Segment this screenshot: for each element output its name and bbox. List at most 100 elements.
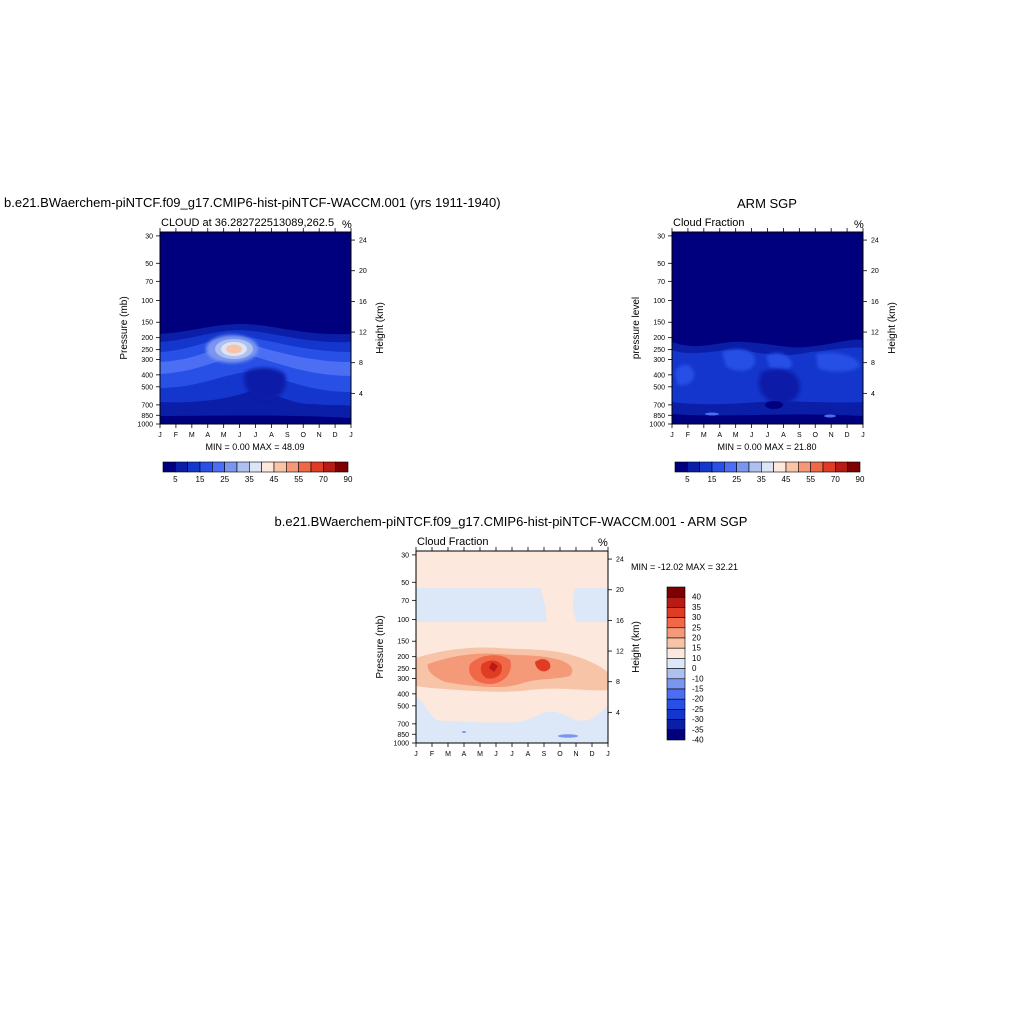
panel-model-ytick-right-label: 16 [359,299,367,306]
panel-model-colorbar-box [199,461,213,473]
panel-diff-colorbar-box [666,596,686,608]
panel-model-colorbar: 5 15 25 35 45 55 70 90 [162,461,353,484]
panel-diff-ylabel: Pressure (mb) [375,615,386,678]
panel-model-xtick-label: J [158,432,162,439]
panel-obs-ytick-right-label: 24 [871,238,879,245]
panel-model-xtick-label: N [317,432,322,439]
panel-model-colorbar-label: 5 [173,475,178,484]
panel-obs-colorbar-box [785,461,799,473]
panel-model-units-label: % [342,219,352,231]
panel-diff-ytick-right-label: 8 [616,679,620,686]
panel-model-xtick-label: J [349,432,353,439]
panel-obs-colorbar-box [748,461,762,473]
panel-diff-xtick-label: S [542,751,547,758]
panel-obs-ytick-label: 400 [653,372,665,379]
panel-diff-xtick-label: M [445,751,451,758]
panel-model-ytick-right-label: 20 [359,268,367,275]
panel-model-ytick-right-label: 8 [359,360,363,367]
panel-diff-xtick-label: J [606,751,610,758]
panel-obs-colorbar-label: 5 [685,475,690,484]
panel-obs-ytick-label: 30 [657,233,665,240]
panel-obs-colorbar-label: 25 [732,475,741,484]
panel-model-xtick-label: J [238,432,242,439]
panel-model-colorbar-label: 35 [245,475,254,484]
panel-obs-xtick-label: A [781,432,786,439]
panel-model-xtick-label: J [254,432,258,439]
panel-model-colorbar-box [187,461,201,473]
panel-obs-colorbar-box [847,461,861,473]
panel-obs-ytick-label: 250 [653,347,665,354]
panel-obs-ytick-right-label: 8 [871,360,875,367]
panel-obs-ytick-label: 850 [653,413,665,420]
panel-diff-xtick-label: A [462,751,467,758]
panel-model-xtick-label: F [174,432,178,439]
panel-model-xtick-label: D [333,432,338,439]
panel-obs-ytick-label: 300 [653,357,665,364]
panel-obs-colorbar: 5 15 25 35 45 55 70 90 [674,461,865,484]
panel-model-ylabel-right: Height (km) [375,302,386,354]
panel-model-colorbar-box [310,461,324,473]
panel-diff-units-label: % [598,537,608,549]
panel-obs-ytick-right-label: 12 [871,330,879,337]
panel-diff-xtick-label: J [414,751,418,758]
panel-obs-colorbar-label: 15 [708,475,717,484]
panel-obs-colorbar-label: 35 [757,475,766,484]
panel-model-xtick-label: A [269,432,274,439]
panel-obs-ytick-right-label: 4 [871,391,875,398]
panel-obs-title: ARM SGP [737,196,797,211]
panel-model-title: b.e21.BWaerchem-piNTCF.f09_g17.CMIP6-his… [4,195,501,210]
panel-diff-ytick-label: 150 [397,639,409,646]
panel-obs-xtick-label: M [733,432,739,439]
panel-diff-colorbar-label: -10 [692,674,704,683]
panel-model-ytick-label: 250 [141,347,153,354]
panel-diff-colorbar-label: -35 [692,725,704,734]
panel-model-ylabel: Pressure (mb) [119,296,130,359]
panel-obs-colorbar-box [761,461,774,473]
panel-diff-ytick-label: 700 [397,721,409,728]
panel-obs-axes: J F M A M J J A S O N D J 30 50 70 100 150 200 250 300 400 500… [649,228,879,439]
panel-model-colorbar-label: 90 [344,475,353,484]
panel-obs-ytick-label: 100 [653,298,665,305]
panel-model-ytick-label: 850 [141,413,153,420]
panel-obs-xtick-label: J [750,432,754,439]
panel-model-ytick-label: 30 [145,233,153,240]
panel-obs-xtick-label: J [766,432,770,439]
panel-obs-colorbar-box [699,461,713,473]
panel-model-field [160,232,351,424]
panel-model-ytick-label: 200 [141,335,153,342]
panel-diff-colorbar-box [666,647,686,659]
panel-diff-xtick-label: F [430,751,434,758]
panel-obs-colorbar-box [687,461,700,473]
panel-diff-ytick-right-label: 24 [616,557,624,564]
panel-obs-colorbar-box [724,461,737,473]
panel-model-xtick-label: O [301,432,307,439]
panel-diff-colorbar-label: 10 [692,654,701,663]
panel-diff-ytick-label: 30 [401,552,409,559]
panel-model-colorbar-label: 25 [220,475,229,484]
panel-obs-colorbar-box [674,461,688,473]
panel-diff-ylabel-right: Height (km) [631,621,642,673]
panel-diff-left-label: Cloud Fraction [417,536,489,548]
panel-diff-colorbar-box [666,627,686,639]
panel-diff-ytick-label: 50 [401,580,409,587]
panel-diff-colorbar-label: 15 [692,644,701,653]
panel-diff-colorbar-label: 20 [692,634,701,643]
panel-model-xtick-label: S [285,432,290,439]
panel-diff-colorbar-label: -20 [692,695,704,704]
panel-diff-colorbar-label: -25 [692,705,704,714]
panel-diff-ytick-label: 300 [397,676,409,683]
panel-diff-xtick-label: M [477,751,483,758]
panel-diff-colorbar-box [666,607,686,618]
panel-diff-ytick-label: 250 [397,666,409,673]
panel-diff-colorbar-box [666,729,686,741]
panel-obs-stats: MIN = 0.00 MAX = 21.80 [717,442,816,452]
panel-diff-colorbar-box [666,678,686,690]
panel-obs-xtick-label: S [797,432,802,439]
panel-model-ytick-right-label: 12 [359,330,367,337]
panel-obs-colorbar-label: 55 [806,475,815,484]
panel-diff-axes: J F M A M J J A S O N D J 30 50 70 100 150 200 250 300 400 500… [393,547,624,758]
panel-diff-colorbar-box [666,688,686,700]
panel-obs-ytick-label: 700 [653,402,665,409]
